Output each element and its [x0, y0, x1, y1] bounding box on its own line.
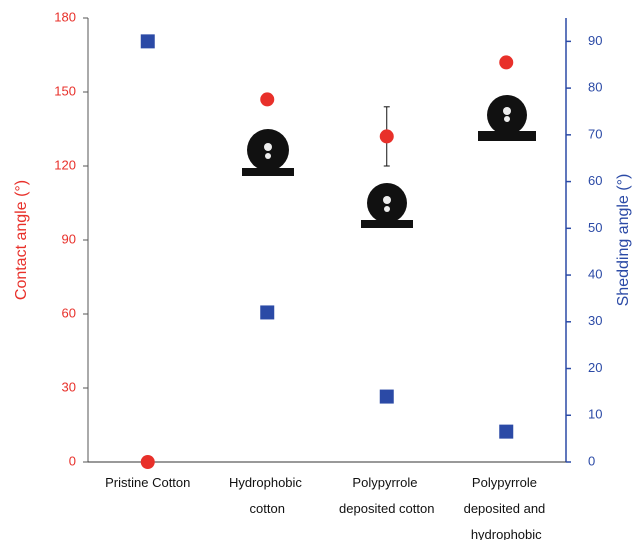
- data-point: [260, 92, 275, 107]
- x-tick-label: Polypyrrole deposited cotton: [339, 475, 434, 516]
- data-point: [140, 34, 155, 49]
- droplet-images: [242, 95, 536, 228]
- y-tick-label: 0: [69, 453, 76, 468]
- y-tick-label: 150: [54, 83, 76, 98]
- droplet-highlight: [264, 143, 272, 151]
- y-tick-label: 120: [54, 157, 76, 172]
- y2-tick-label: 80: [588, 80, 602, 95]
- data-point: [260, 305, 275, 320]
- droplet-highlight: [383, 196, 391, 204]
- y2-tick-label: 40: [588, 266, 602, 281]
- droplet-base: [361, 220, 413, 228]
- y2-tick-label: 30: [588, 313, 602, 328]
- y2-axis-title: Shedding angle (°): [615, 174, 632, 307]
- x-tick-label: Polypyrrole deposited and hydrophobic: [464, 475, 549, 540]
- y-tick-label: 30: [62, 379, 76, 394]
- data-point: [499, 424, 514, 439]
- droplet-highlight: [265, 153, 271, 159]
- data-point: [379, 389, 394, 404]
- droplet-highlight: [384, 206, 390, 212]
- y2-tick-label: 90: [588, 33, 602, 48]
- droplet-base: [242, 168, 294, 176]
- y2-tick-label: 60: [588, 173, 602, 188]
- y2-tick-label: 50: [588, 220, 602, 235]
- y2-tick-label: 20: [588, 360, 602, 375]
- y2-tick-label: 70: [588, 126, 602, 141]
- droplet-highlight: [504, 116, 510, 122]
- data-point: [379, 129, 394, 144]
- y-tick-label: 60: [62, 305, 76, 320]
- y2-tick-label: 0: [588, 453, 595, 468]
- y-tick-label: 90: [62, 231, 76, 246]
- data-point: [140, 455, 155, 469]
- y-axis-title: Contact angle (°): [13, 180, 30, 300]
- x-tick-label: Hydrophobic cotton: [229, 475, 306, 516]
- data-point: [499, 55, 514, 70]
- x-tick-label: Pristine Cotton: [105, 475, 190, 490]
- droplet-base: [478, 131, 536, 141]
- droplet-highlight: [503, 107, 511, 115]
- y2-tick-label: 10: [588, 407, 602, 422]
- y-tick-label: 180: [54, 9, 76, 24]
